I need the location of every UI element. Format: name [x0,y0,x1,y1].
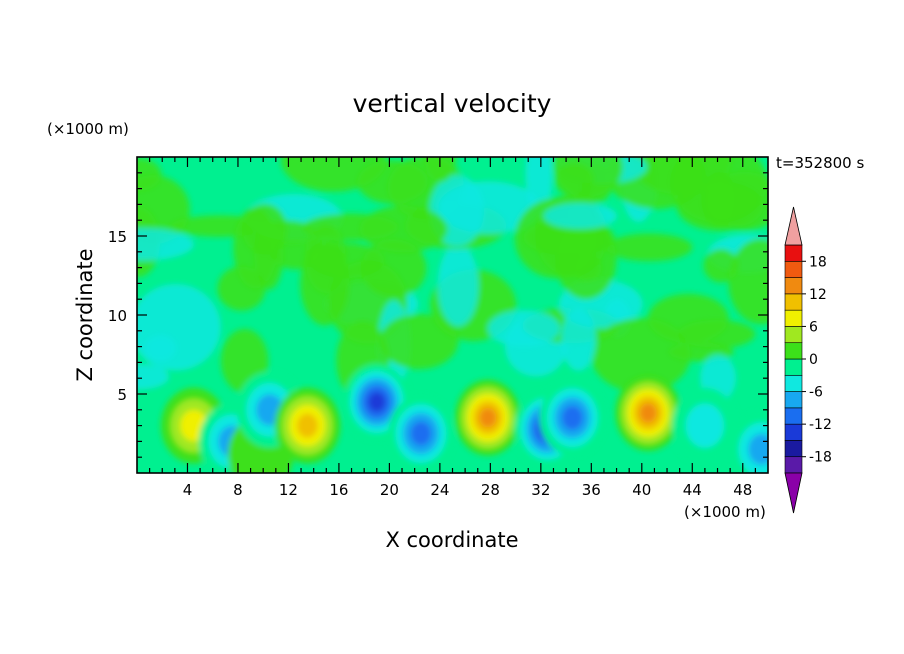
y-axis: 5 10 15 [108,172,768,458]
downdraft-cell [388,395,454,472]
field-patch [561,308,596,371]
x-tick-label: 40 [632,481,651,499]
field-patch [361,239,427,298]
colorbar-segment [784,277,803,295]
colorbar-label: -18 [809,450,832,466]
contour-ring [748,433,768,465]
field-patch [137,364,169,390]
downdraft-cell [539,379,606,456]
field-patch [137,283,221,371]
x-axis-label: X coordinate [385,528,518,552]
x-tick-label: 16 [329,481,348,499]
field-patch [137,228,194,261]
y-tick-label: 15 [108,228,127,246]
field-patch [233,207,278,289]
x-axis: 4 8 12 16 20 24 28 32 36 40 44 48 [149,157,756,499]
field-patch [437,243,479,327]
colorbar-segment [784,293,803,311]
colorbar-label: -6 [809,385,823,401]
contour-ring [639,403,657,423]
colorbar-segment [784,440,803,458]
x-tick-label: 32 [531,481,550,499]
colorbar-segment [784,391,803,409]
updraft-cell [615,375,681,451]
x-tick-label: 28 [481,481,500,499]
heatmap-field [137,157,768,473]
x-tick-label: 8 [233,481,243,499]
chart-title: vertical velocity [353,89,552,118]
colorbar-max-arrow [784,206,803,246]
field-patch [304,223,347,293]
colorbar-segment [784,260,803,278]
y-tick-label: 10 [108,307,127,325]
colorbar-label: 0 [809,352,818,368]
contour-ring [410,421,432,446]
colorbar-segment [784,374,803,392]
field-patch [553,157,623,197]
x-tick-label: 20 [380,481,399,499]
x-tick-label: 44 [683,481,702,499]
field-patch [728,238,768,325]
downdraft-cell [672,387,738,464]
contour-ring [479,407,497,428]
contour-ring [561,405,583,430]
x-tick-label: 12 [279,481,298,499]
contour-ring [368,392,386,412]
updraft-cell [274,387,341,464]
y-tick-label: 5 [117,386,127,404]
downdraft-cell [728,411,768,473]
colorbar-label: 18 [809,254,827,270]
colorbar-segment [784,309,803,327]
updraft-cell [455,379,521,456]
colorbar-segment [784,342,803,360]
x-unit-label: (×1000 m) [684,503,766,521]
colorbar-label: 12 [809,287,827,303]
field-patch [302,213,399,241]
contour-ring [296,413,318,438]
x-tick-label: 36 [582,481,601,499]
colorbar-segment [784,244,803,262]
colorbar-segment [784,456,803,474]
field-patch [137,175,190,245]
field-patch [647,293,729,343]
field-patch [379,313,459,370]
colorbar: 18 12 6 0 -6 -12 -18 [784,206,832,514]
colorbar-label: 6 [809,319,818,335]
y-unit-label: (×1000 m) [47,120,129,138]
colorbar-segment [784,423,803,441]
time-label: t=352800 s [776,154,864,172]
x-tick-label: 4 [183,481,193,499]
colorbar-segment [784,358,803,376]
field-patch [606,233,693,262]
field-patch [555,219,617,300]
field-patch [487,310,561,347]
colorbar-min-arrow [784,472,803,514]
contour-ring [685,403,725,448]
x-tick-label: 24 [430,481,449,499]
x-tick-label: 48 [733,481,752,499]
field-patch [280,157,387,192]
colorbar-segment [784,326,803,344]
colorbar-label: -12 [809,417,832,433]
y-axis-label: Z coordinate [73,248,97,381]
field-patch [704,171,768,231]
field-patch [543,202,618,229]
field-patch [424,157,456,183]
colorbar-segment [784,407,803,425]
